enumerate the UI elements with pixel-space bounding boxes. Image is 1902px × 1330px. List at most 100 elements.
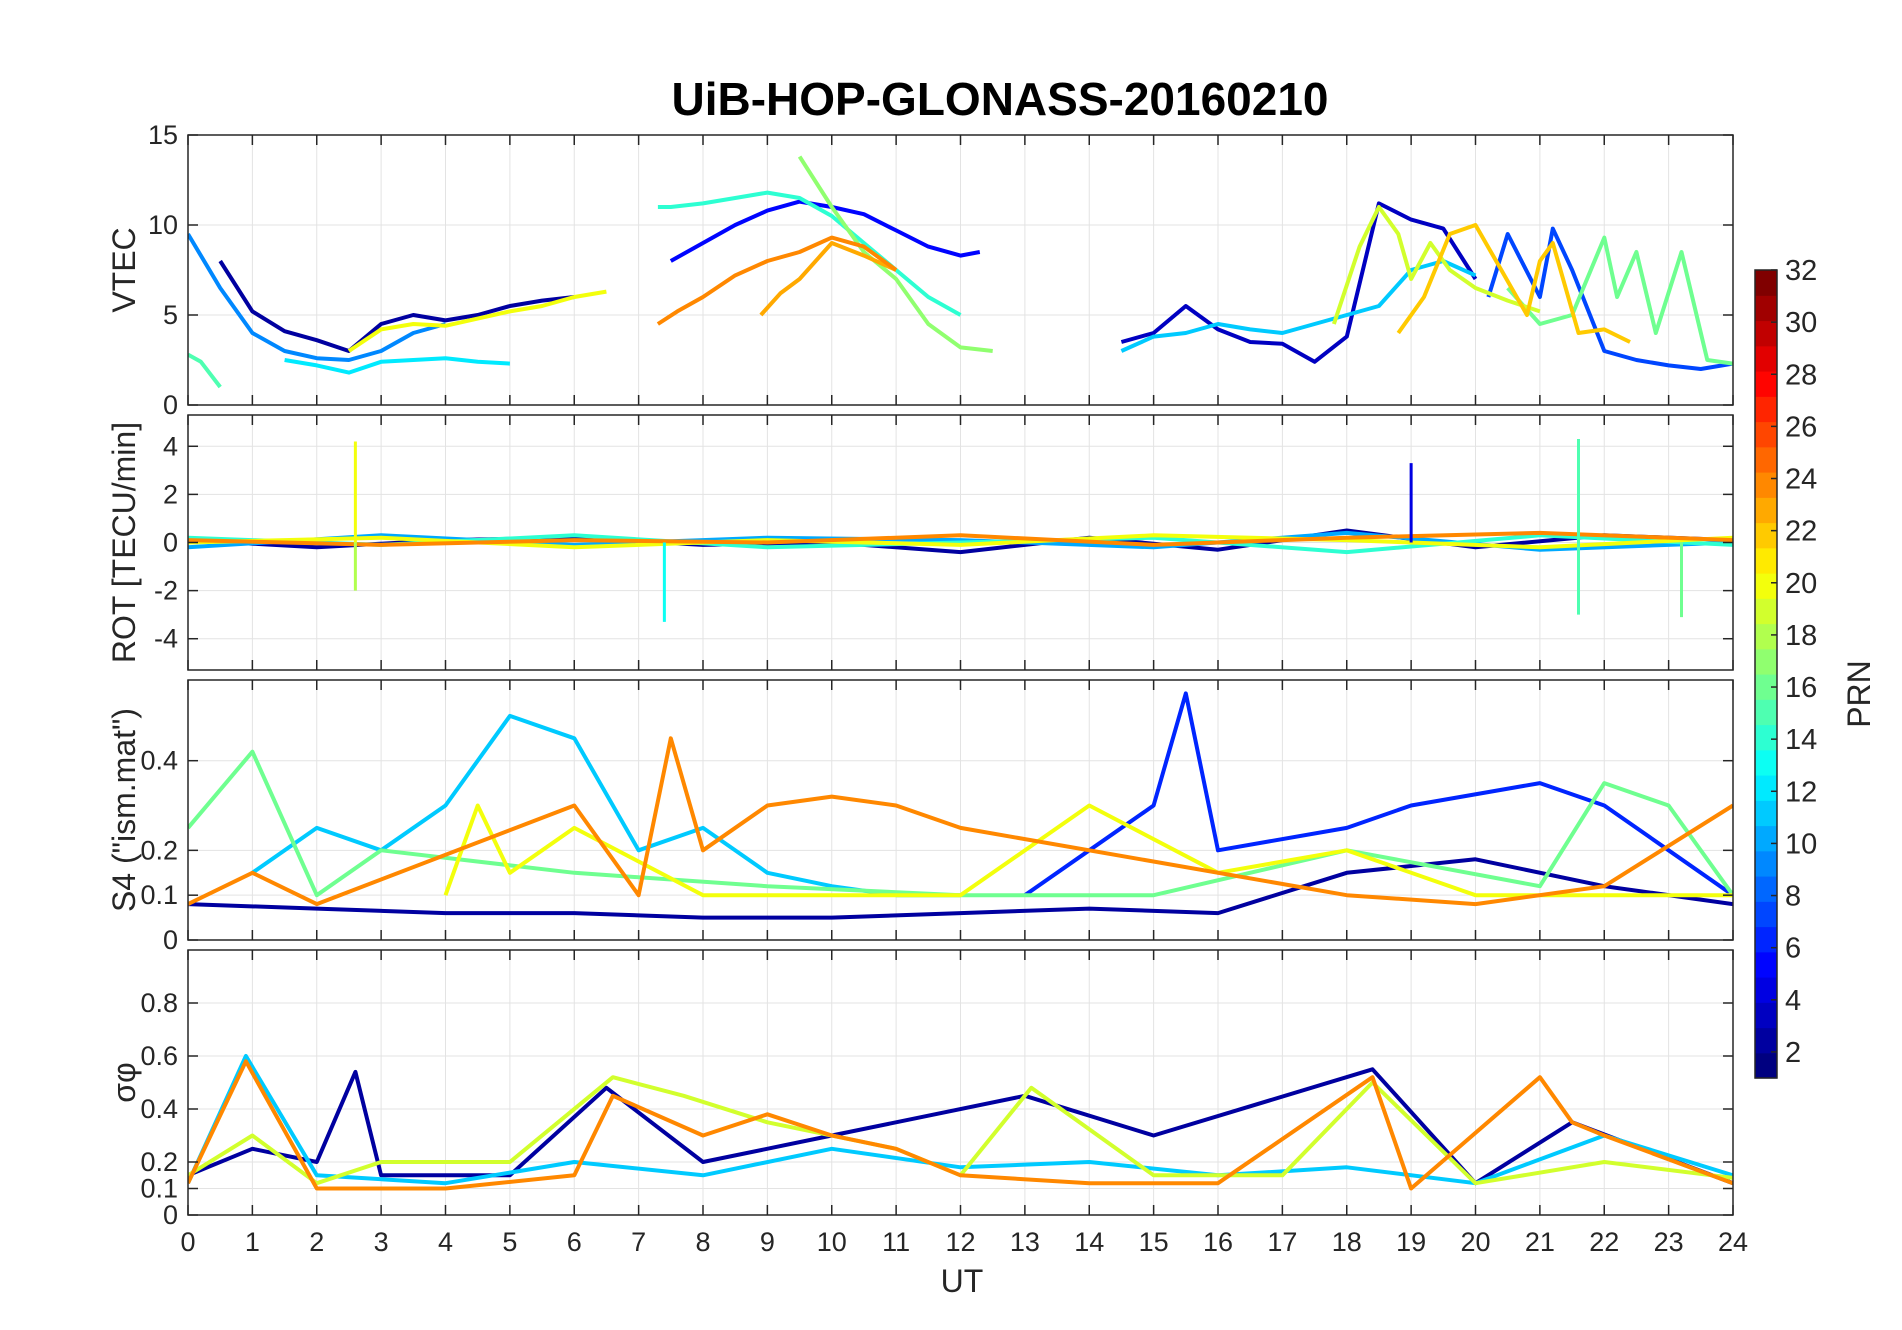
y-tick-label: 0.6 bbox=[140, 1041, 178, 1071]
x-tick-label: 9 bbox=[760, 1227, 775, 1257]
series-line-prn-19 bbox=[1332, 205, 1541, 325]
colorbar-tick-label: 28 bbox=[1785, 359, 1817, 391]
colorbar-segment bbox=[1755, 421, 1777, 448]
colorbar-tick-label: 24 bbox=[1785, 464, 1817, 496]
colorbar-segment bbox=[1755, 1002, 1777, 1029]
colorbar-segment bbox=[1755, 547, 1777, 574]
x-tick-label: 8 bbox=[695, 1227, 710, 1257]
colorbar-segment bbox=[1755, 446, 1777, 473]
series-line-prn-24 bbox=[188, 736, 1733, 907]
colorbar-segment bbox=[1755, 876, 1777, 902]
series-line-prn-17 bbox=[797, 155, 993, 353]
colorbar-segment bbox=[1755, 724, 1777, 751]
colorbar-segment bbox=[1755, 320, 1777, 347]
colorbar-segment bbox=[1755, 901, 1777, 928]
colorbar-tick-label: 26 bbox=[1785, 411, 1817, 443]
colorbar-segment bbox=[1755, 522, 1777, 549]
colorbar-segment bbox=[1755, 977, 1777, 1003]
series-line-prn-24 bbox=[656, 235, 898, 326]
x-tick-label: 1 bbox=[245, 1227, 260, 1257]
colorbar-tick-label: 16 bbox=[1785, 672, 1817, 704]
x-tick-label: 6 bbox=[567, 1227, 582, 1257]
colorbar-segment bbox=[1755, 270, 1777, 296]
y-axis-label: VTEC bbox=[106, 227, 142, 312]
y-tick-label: 0.1 bbox=[140, 1174, 178, 1204]
x-tick-label: 17 bbox=[1267, 1227, 1297, 1257]
colorbar-tick-label: 14 bbox=[1785, 724, 1817, 756]
colorbar-segment bbox=[1755, 699, 1777, 726]
series-line-prn-2 bbox=[188, 857, 1733, 920]
y-axis-label: ROT [TECU/min] bbox=[106, 422, 142, 663]
x-tick-label: 21 bbox=[1525, 1227, 1555, 1257]
x-tick-label: 15 bbox=[1139, 1227, 1169, 1257]
colorbar-segment bbox=[1755, 573, 1777, 599]
y-tick-label: 4 bbox=[163, 431, 178, 461]
y-tick-label: 10 bbox=[148, 210, 178, 240]
x-tick-label: 12 bbox=[945, 1227, 975, 1257]
colorbar-segment bbox=[1755, 472, 1777, 498]
series-line-prn-20 bbox=[443, 803, 1733, 898]
x-tick-label: 22 bbox=[1589, 1227, 1619, 1257]
x-tick-label: 23 bbox=[1654, 1227, 1684, 1257]
y-tick-label: -4 bbox=[154, 624, 178, 654]
colorbar-tick-label: 22 bbox=[1785, 516, 1817, 548]
y-tick-label: 2 bbox=[163, 479, 178, 509]
series-line-prn-20 bbox=[188, 533, 1733, 550]
series-line-prn-24 bbox=[188, 530, 1733, 547]
x-axis-label: UT bbox=[941, 1263, 984, 1299]
y-tick-label: -2 bbox=[154, 576, 178, 606]
y-tick-label: 5 bbox=[163, 300, 178, 330]
colorbar-segment bbox=[1755, 295, 1777, 322]
series-line-prn-2 bbox=[188, 1067, 1733, 1186]
series-group bbox=[188, 155, 1733, 389]
series-line-prn-6 bbox=[1023, 691, 1733, 897]
x-tick-label: 5 bbox=[502, 1227, 517, 1257]
colorbar-segment bbox=[1755, 775, 1777, 801]
colorbar-segment bbox=[1755, 825, 1777, 852]
y-tick-label: 0.8 bbox=[140, 988, 178, 1018]
x-tick-label: 14 bbox=[1074, 1227, 1104, 1257]
x-tick-label: 11 bbox=[882, 1227, 910, 1257]
y-tick-label: 0 bbox=[163, 1200, 178, 1230]
colorbar-segment bbox=[1755, 648, 1777, 675]
y-axis-label: σφ bbox=[106, 1062, 142, 1103]
series-line-prn-2 bbox=[218, 259, 575, 353]
series-line-prn-15 bbox=[188, 352, 222, 389]
x-tick-label: 20 bbox=[1460, 1227, 1490, 1257]
x-tick-label: 7 bbox=[631, 1227, 646, 1257]
colorbar-segment bbox=[1755, 951, 1777, 978]
x-tick-label: 2 bbox=[309, 1227, 324, 1257]
colorbar-label: PRN bbox=[1841, 660, 1877, 728]
series-line-prn-12 bbox=[284, 356, 511, 375]
x-tick-label: 18 bbox=[1332, 1227, 1362, 1257]
colorbar-tick-label: 32 bbox=[1785, 255, 1817, 287]
x-tick-label: 24 bbox=[1718, 1227, 1748, 1257]
panel-VTEC: 0 5 10 15 VTEC bbox=[106, 120, 1734, 420]
colorbar-segment bbox=[1755, 345, 1777, 372]
series-line-prn-9 bbox=[188, 232, 447, 362]
colorbar-tick-label: 8 bbox=[1785, 881, 1801, 913]
colorbar-segment bbox=[1755, 598, 1777, 625]
colorbar-segment bbox=[1755, 800, 1777, 827]
colorbar-segment bbox=[1755, 623, 1777, 650]
colorbar-tick-label: 10 bbox=[1785, 828, 1817, 860]
colorbar-tick-label: 30 bbox=[1785, 307, 1817, 339]
series-line-prn-14 bbox=[657, 190, 962, 317]
colorbar-tick-label: 4 bbox=[1785, 985, 1801, 1017]
x-tick-label: 4 bbox=[438, 1227, 453, 1257]
series-line-prn-23 bbox=[759, 241, 897, 317]
y-tick-label: 0.4 bbox=[140, 1094, 178, 1124]
colorbar-tick-label: 12 bbox=[1785, 776, 1817, 808]
y-tick-label: 0.2 bbox=[140, 835, 178, 865]
y-tick-label: 0 bbox=[163, 390, 178, 420]
colorbar-segment bbox=[1755, 749, 1777, 776]
series-line-prn-20 bbox=[347, 289, 607, 353]
colorbar-frame bbox=[1754, 269, 1778, 1079]
colorbar-tick-label: 2 bbox=[1785, 1037, 1801, 1069]
colorbar-segment bbox=[1755, 1027, 1777, 1054]
panel-sigma_phi: 0 1 2 3 4 5 6 7 8 9 10 11 12 13 14 15 16 17 18 19 20 21 22 23 24… bbox=[106, 949, 1748, 1257]
y-tick-label: 0 bbox=[163, 925, 178, 955]
series-group bbox=[188, 439, 1733, 622]
